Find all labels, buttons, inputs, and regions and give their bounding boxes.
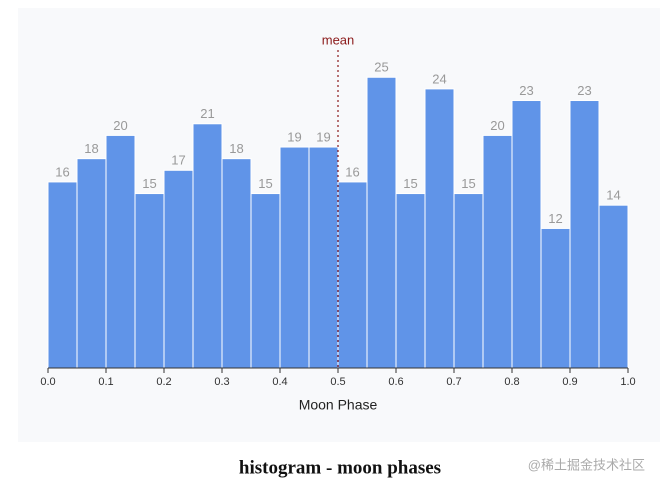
x-tick-label: 0.3: [214, 376, 229, 388]
bar: [308, 146, 339, 369]
x-tick-label: 0.6: [388, 376, 403, 388]
x-tick-label: 0.0: [40, 376, 55, 388]
value-label: 20: [113, 118, 127, 133]
bar: [366, 76, 397, 369]
value-label: 12: [548, 211, 562, 226]
bar: [482, 134, 513, 369]
bar: [221, 158, 252, 369]
watermark: @稀土掘金技术社区: [528, 457, 645, 472]
bar: [163, 169, 194, 369]
x-tick-label: 0.9: [562, 376, 577, 388]
value-label: 16: [55, 164, 69, 179]
value-label: 20: [490, 118, 504, 133]
value-label: 15: [142, 176, 156, 191]
bar: [47, 181, 78, 369]
value-label: 19: [316, 129, 330, 144]
bar: [250, 193, 281, 369]
bar: [395, 193, 426, 369]
bar: [105, 134, 136, 369]
value-label: 24: [432, 71, 446, 86]
value-label: 21: [200, 106, 214, 121]
value-label: 25: [374, 60, 388, 75]
value-label: 23: [519, 83, 533, 98]
bar: [424, 88, 455, 369]
mean-label: mean: [322, 32, 355, 47]
value-label: 16: [345, 164, 359, 179]
value-label: 19: [287, 129, 301, 144]
value-label: 15: [403, 176, 417, 191]
x-tick-label: 0.7: [446, 376, 461, 388]
x-tick-label: 1.0: [620, 376, 635, 388]
bar: [569, 100, 600, 369]
bar: [76, 158, 107, 369]
value-label: 15: [461, 176, 475, 191]
bar: [192, 123, 223, 369]
value-label: 15: [258, 176, 272, 191]
x-tick-label: 0.2: [156, 376, 171, 388]
bar: [279, 146, 310, 369]
x-tick-label: 0.8: [504, 376, 519, 388]
value-label: 23: [577, 83, 591, 98]
value-label: 14: [606, 188, 620, 203]
x-axis-label: Moon Phase: [299, 397, 378, 413]
caption: histogram - moon phases: [239, 457, 441, 478]
x-tick-label: 0.4: [272, 376, 287, 388]
bar: [598, 204, 629, 369]
bar: [134, 193, 165, 369]
x-tick-label: 0.1: [98, 376, 113, 388]
bar: [453, 193, 484, 369]
value-label: 17: [171, 153, 185, 168]
bar: [540, 227, 571, 369]
value-label: 18: [229, 141, 243, 156]
bar: [337, 181, 368, 369]
x-tick-label: 0.5: [330, 376, 345, 388]
bar: [511, 100, 542, 369]
value-label: 18: [84, 141, 98, 156]
